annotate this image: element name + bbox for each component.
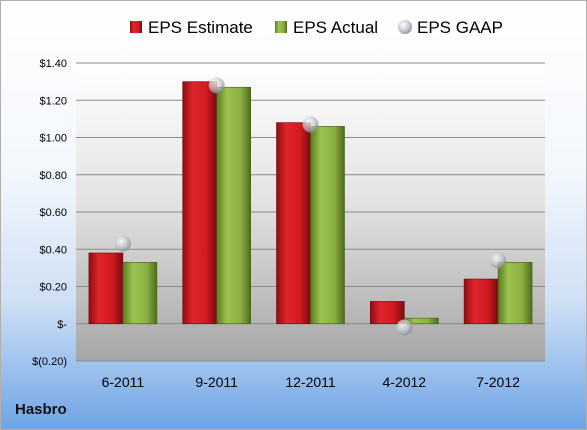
gaap-marker <box>396 319 413 336</box>
x-tick-label: 9-2011 <box>195 374 238 390</box>
gaap-marker <box>490 252 507 269</box>
legend-swatch-eps-actual <box>275 21 287 33</box>
gaap-marker <box>114 235 131 252</box>
estimate-bar <box>369 301 405 325</box>
gaap-marker <box>208 77 225 94</box>
legend-swatch-eps-estimate <box>130 21 142 33</box>
legend: EPS Estimate EPS Actual EPS GAAP <box>130 18 503 37</box>
actual-bar <box>122 261 158 325</box>
y-tick-label: $- <box>57 319 67 331</box>
legend-label-eps-actual: EPS Actual <box>293 18 378 37</box>
legend-marker-eps-gaap <box>398 20 412 34</box>
x-tick-label: 7-2012 <box>476 374 520 390</box>
x-axis-ticks: 6-2011 9-2011 12-2011 4-2012 7-2012 <box>102 374 520 390</box>
y-tick-label: $1.20 <box>39 95 67 107</box>
y-tick-label: $0.40 <box>39 244 67 256</box>
y-tick-label: $0.60 <box>39 207 67 219</box>
bars <box>88 81 533 325</box>
y-tick-label: $0.80 <box>39 170 67 182</box>
estimate-bar <box>182 81 217 325</box>
actual-bar <box>310 126 345 325</box>
estimate-bar <box>463 278 499 325</box>
y-tick-label: $1.40 <box>39 58 67 70</box>
company-label: Hasbro <box>15 401 67 418</box>
legend-label-eps-estimate: EPS Estimate <box>148 18 253 37</box>
legend-label-eps-gaap: EPS GAAP <box>417 18 503 37</box>
x-tick-label: 6-2011 <box>102 374 145 390</box>
y-tick-label: $0.20 <box>39 282 67 294</box>
x-tick-label: 4-2012 <box>383 374 427 390</box>
estimate-bar <box>276 122 311 325</box>
estimate-bar <box>88 252 124 325</box>
actual-bar <box>216 86 251 325</box>
actual-bar <box>497 261 533 325</box>
x-tick-label: 12-2011 <box>285 374 336 390</box>
y-axis-ticks: $(0.20) $- $0.20 $0.40 $0.60 $0.80 $1.00 $1.20 $… <box>32 58 67 368</box>
y-tick-label: $(0.20) <box>32 356 67 368</box>
y-tick-label: $1.00 <box>39 133 67 145</box>
gaap-marker <box>302 116 319 133</box>
gaap-markers <box>114 77 507 336</box>
